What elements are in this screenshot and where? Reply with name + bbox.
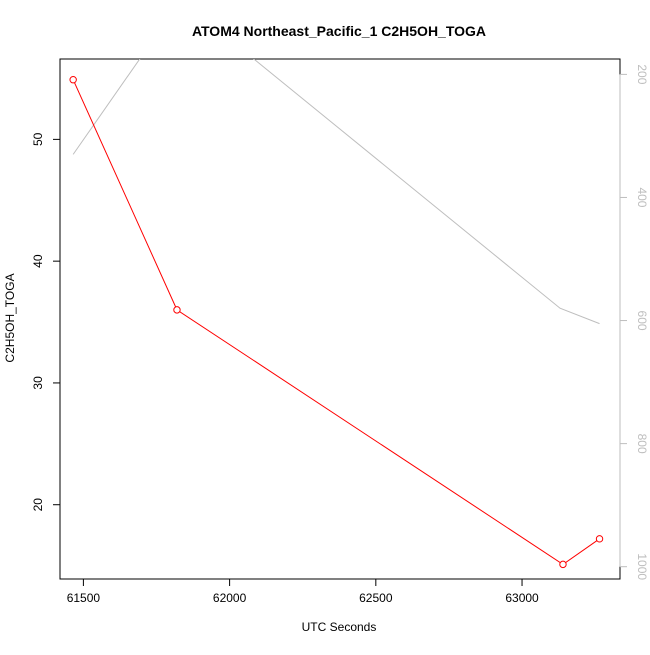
y2-tick-label: 800 — [635, 434, 649, 454]
secondary-series-line — [72, 59, 600, 325]
y2-tick-label: 400 — [635, 187, 649, 207]
y-tick-label: 30 — [31, 376, 45, 390]
y-axis-label: C2H5OH_TOGA — [3, 273, 17, 362]
data-point — [559, 560, 567, 569]
x-tick-label: 61500 — [67, 591, 101, 605]
data-point — [173, 306, 181, 314]
y-axis-left: 20 30 40 50 — [31, 132, 61, 512]
x-tick-label: 63000 — [505, 591, 539, 605]
secondary-series-layer — [72, 59, 600, 325]
y-axis-right: 200 400 600 800 1000 — [619, 64, 649, 580]
main-series-layer — [69, 76, 604, 569]
data-point — [69, 76, 77, 84]
x-tick-label: 62500 — [359, 591, 393, 605]
y2-tick-label: 600 — [635, 311, 649, 331]
chart-title: ATOM4 Northeast_Pacific_1 C2H5OH_TOGA — [192, 23, 486, 39]
y-tick-label: 50 — [31, 132, 45, 146]
x-axis: 61500 62000 62500 63000 — [67, 578, 539, 605]
plot-frame — [59, 58, 621, 580]
x-tick-label: 62000 — [213, 591, 247, 605]
y-tick-label: 40 — [31, 254, 45, 268]
data-point — [595, 535, 604, 543]
y2-tick-label: 200 — [635, 64, 649, 84]
series-line — [72, 79, 600, 565]
y-tick-label: 20 — [31, 498, 45, 512]
y2-tick-label: 1000 — [635, 553, 649, 580]
x-axis-label: UTC Seconds — [302, 620, 377, 634]
